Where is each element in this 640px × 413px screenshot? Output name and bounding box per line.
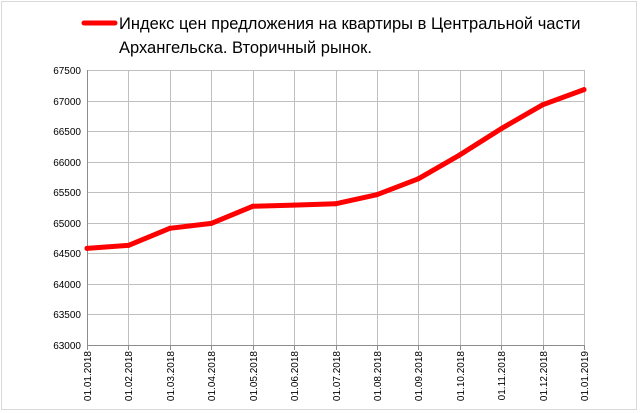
data-point [291, 202, 297, 208]
x-tick-label: 01.02.2018 [124, 351, 135, 401]
x-tick-label: 01.11.2018 [497, 351, 508, 401]
data-point [374, 192, 380, 198]
data-point [498, 126, 504, 132]
data-point [333, 201, 338, 207]
data-point [250, 203, 256, 209]
y-tick-label: 65500 [53, 188, 81, 199]
legend: Индекс цен предложения на квартиры в Цен… [81, 15, 581, 57]
gridlines [87, 70, 585, 346]
x-tick-label: 01.12.2018 [539, 351, 550, 401]
x-tick-label: 01.07.2018 [332, 351, 343, 401]
y-tick-label: 67500 [53, 66, 81, 77]
x-tick-label: 01.10.2018 [456, 351, 467, 401]
y-tick-label: 64000 [53, 280, 81, 291]
legend-label-line-2: Архангельска. Вторичный рынок. [119, 39, 372, 57]
series-line [84, 87, 587, 251]
x-axis-tick-labels: 01.01.2018 01.02.2018 01.03.2018 01.04.2018… [83, 351, 591, 401]
data-point [84, 245, 90, 251]
x-tick-label: 01.03.2018 [166, 351, 177, 401]
y-tick-label: 63500 [53, 310, 81, 321]
x-tick-label: 01.04.2018 [207, 351, 218, 401]
axes [87, 345, 585, 350]
y-tick-label: 64500 [53, 249, 81, 260]
y-tick-label: 66500 [53, 127, 81, 138]
series-layer [84, 87, 587, 251]
data-point [125, 242, 131, 248]
y-tick-label: 65000 [53, 219, 81, 230]
x-tick-label: 01.01.2019 [580, 351, 591, 401]
data-point [581, 87, 587, 93]
legend-label-line-1: Индекс цен предложения на квартиры в Цен… [119, 15, 581, 33]
y-tick-label: 66000 [53, 158, 81, 169]
x-tick-label: 01.05.2018 [249, 351, 260, 401]
y-tick-label: 67000 [53, 97, 81, 108]
data-point [457, 152, 463, 158]
y-tick-label: 63000 [53, 341, 81, 352]
x-tick-label: 01.06.2018 [290, 351, 301, 401]
x-tick-label: 01.08.2018 [373, 351, 384, 401]
data-point [167, 225, 173, 231]
data-point [415, 176, 421, 182]
x-tick-label: 01.09.2018 [414, 351, 425, 401]
data-point [208, 220, 214, 226]
y-axis-tick-labels: 67500 67000 66500 66000 65500 65000 64500 64000… [53, 66, 81, 352]
x-tick-label: 01.01.2018 [83, 351, 94, 401]
data-point [540, 102, 546, 108]
